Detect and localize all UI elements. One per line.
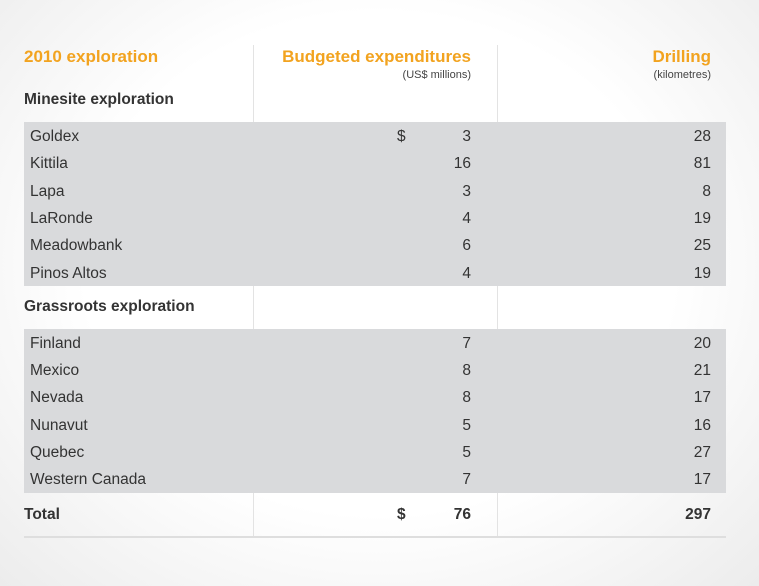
expenditure-cell: 16 bbox=[453, 155, 471, 173]
row-label: Quebec bbox=[30, 444, 85, 461]
column-divider bbox=[253, 492, 254, 536]
column-divider bbox=[253, 45, 254, 122]
column-unit: (US$ millions) bbox=[402, 69, 471, 81]
row-label: Kittila bbox=[30, 155, 68, 173]
row-label: Western Canada bbox=[30, 471, 147, 489]
table-title: 2010 exploration bbox=[24, 47, 159, 66]
drilling-cell: 17 bbox=[693, 471, 711, 489]
drilling-cell: 27 bbox=[693, 444, 711, 461]
column-divider bbox=[497, 285, 498, 329]
expenditure-cell: 8 bbox=[462, 362, 471, 380]
column-divider bbox=[497, 492, 498, 536]
row-band bbox=[24, 122, 726, 286]
bottom-rule bbox=[24, 535, 726, 538]
expenditure-cell: 7 bbox=[462, 334, 471, 352]
drilling-cell: 20 bbox=[693, 334, 711, 352]
drilling-cell: 8 bbox=[702, 182, 711, 200]
expenditure-cell: 8 bbox=[462, 389, 471, 407]
total-label: Total bbox=[24, 505, 60, 523]
expenditure-cell: 3 bbox=[462, 182, 471, 200]
column-header: Budgeted expenditures bbox=[282, 47, 471, 66]
row-label: LaRonde bbox=[30, 209, 93, 227]
drilling-cell: 17 bbox=[693, 389, 711, 407]
drilling-cell: 81 bbox=[693, 155, 711, 173]
expenditure-cell: 3 bbox=[462, 128, 471, 145]
row-label: Meadowbank bbox=[30, 237, 123, 255]
expenditure-cell: 4 bbox=[462, 209, 471, 227]
drilling-cell: 21 bbox=[693, 362, 711, 380]
expenditure-cell: 5 bbox=[462, 444, 471, 461]
expenditure-cell: 5 bbox=[462, 416, 471, 434]
row-label: Nevada bbox=[30, 389, 84, 407]
expenditure-cell: 7 bbox=[462, 471, 471, 489]
row-label: Nunavut bbox=[30, 416, 88, 434]
expenditure-cell: 6 bbox=[462, 237, 471, 255]
section-title: Minesite exploration bbox=[24, 91, 174, 108]
row-label: Lapa bbox=[30, 182, 65, 200]
row-label: Finland bbox=[30, 334, 81, 352]
total-drilling: 297 bbox=[685, 505, 711, 523]
currency: $ bbox=[397, 505, 406, 523]
drilling-cell: 19 bbox=[693, 209, 711, 227]
currency: $ bbox=[397, 128, 406, 145]
drilling-cell: 28 bbox=[693, 128, 711, 145]
column-header: Drilling bbox=[652, 47, 711, 66]
row-label: Pinos Altos bbox=[30, 264, 107, 282]
total-expenditures: 76 bbox=[453, 505, 471, 523]
row-label: Mexico bbox=[30, 362, 80, 380]
drilling-cell: 19 bbox=[693, 264, 711, 282]
column-unit: (kilometres) bbox=[653, 69, 711, 81]
column-divider bbox=[497, 45, 498, 122]
row-band bbox=[24, 328, 726, 493]
section-title: Grassroots exploration bbox=[24, 297, 195, 315]
expenditure-cell: 4 bbox=[462, 264, 471, 282]
column-divider bbox=[253, 285, 254, 329]
drilling-cell: 16 bbox=[693, 416, 711, 434]
row-label: Goldex bbox=[30, 128, 80, 145]
drilling-cell: 25 bbox=[693, 237, 711, 255]
